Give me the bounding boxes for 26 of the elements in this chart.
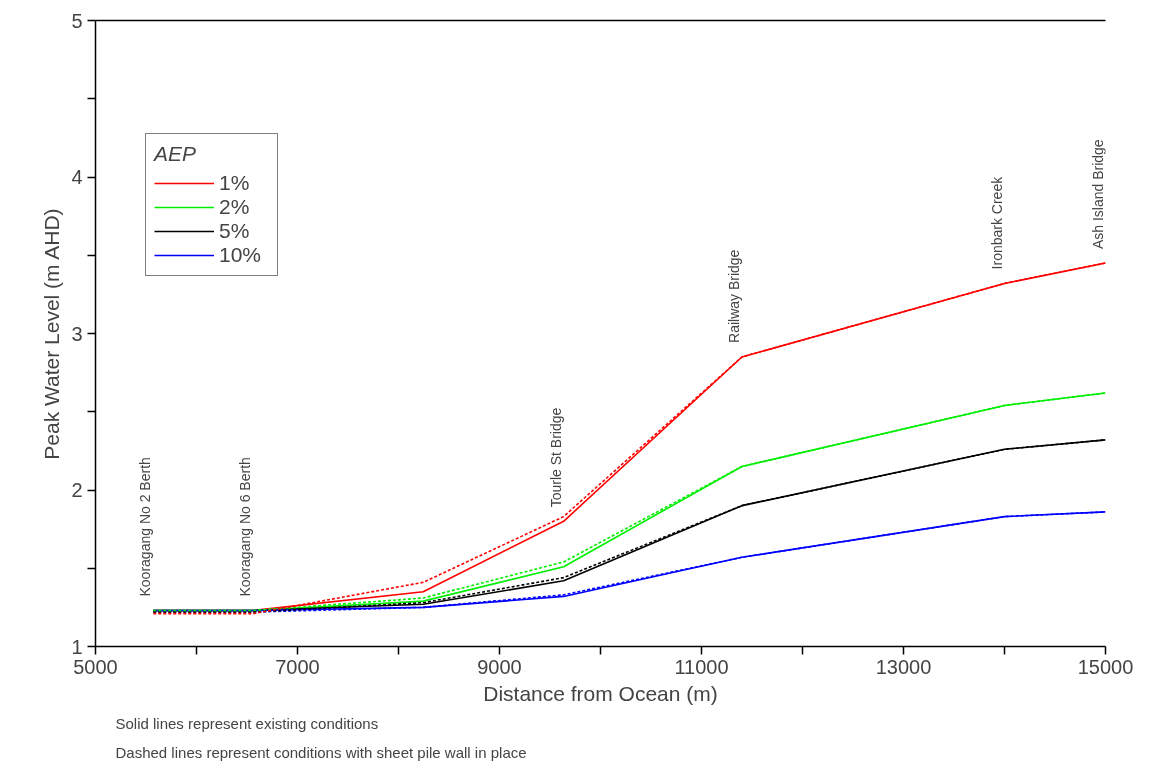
- x-tick-label: 5000: [73, 655, 118, 678]
- legend-label: 2%: [219, 195, 251, 219]
- y-tick-label: 3: [71, 322, 83, 345]
- legend-label: 5%: [219, 219, 251, 243]
- x-tick-label: 11000: [674, 655, 729, 678]
- y-axis-title: Peak Water Level (m AHD): [40, 208, 64, 460]
- x-tick-label: 15000: [1077, 655, 1134, 678]
- text: Dashed lines represent conditions with sheet pile wall in place: [115, 743, 527, 761]
- x-tick-label: 7000: [275, 655, 320, 678]
- y-tick-label: 1: [71, 635, 83, 658]
- x-axis-title: Distance from Ocean (m): [483, 681, 718, 705]
- text: Solid lines represent existing conditions: [115, 714, 379, 732]
- y-tick-label: 5: [71, 9, 83, 32]
- annotation: Ash Island Bridge: [1089, 139, 1106, 250]
- annotation: Tourle St Bridge: [547, 407, 564, 508]
- annotation: Kooragang No 6 Berth: [237, 457, 254, 597]
- legend-title: AEP: [154, 142, 198, 166]
- annotation: Railway Bridge: [725, 249, 742, 343]
- legend-label: 10%: [219, 243, 263, 267]
- annotation: Kooragang No 2 Berth: [137, 457, 154, 597]
- x-tick-label: 9000: [477, 655, 522, 678]
- annotation: Ironbark Creek: [988, 175, 1005, 270]
- y-tick-label: 2: [71, 479, 83, 501]
- legend-label: 1%: [219, 171, 251, 195]
- x-tick-label: 13000: [875, 655, 932, 678]
- y-tick-label: 4: [71, 166, 83, 188]
